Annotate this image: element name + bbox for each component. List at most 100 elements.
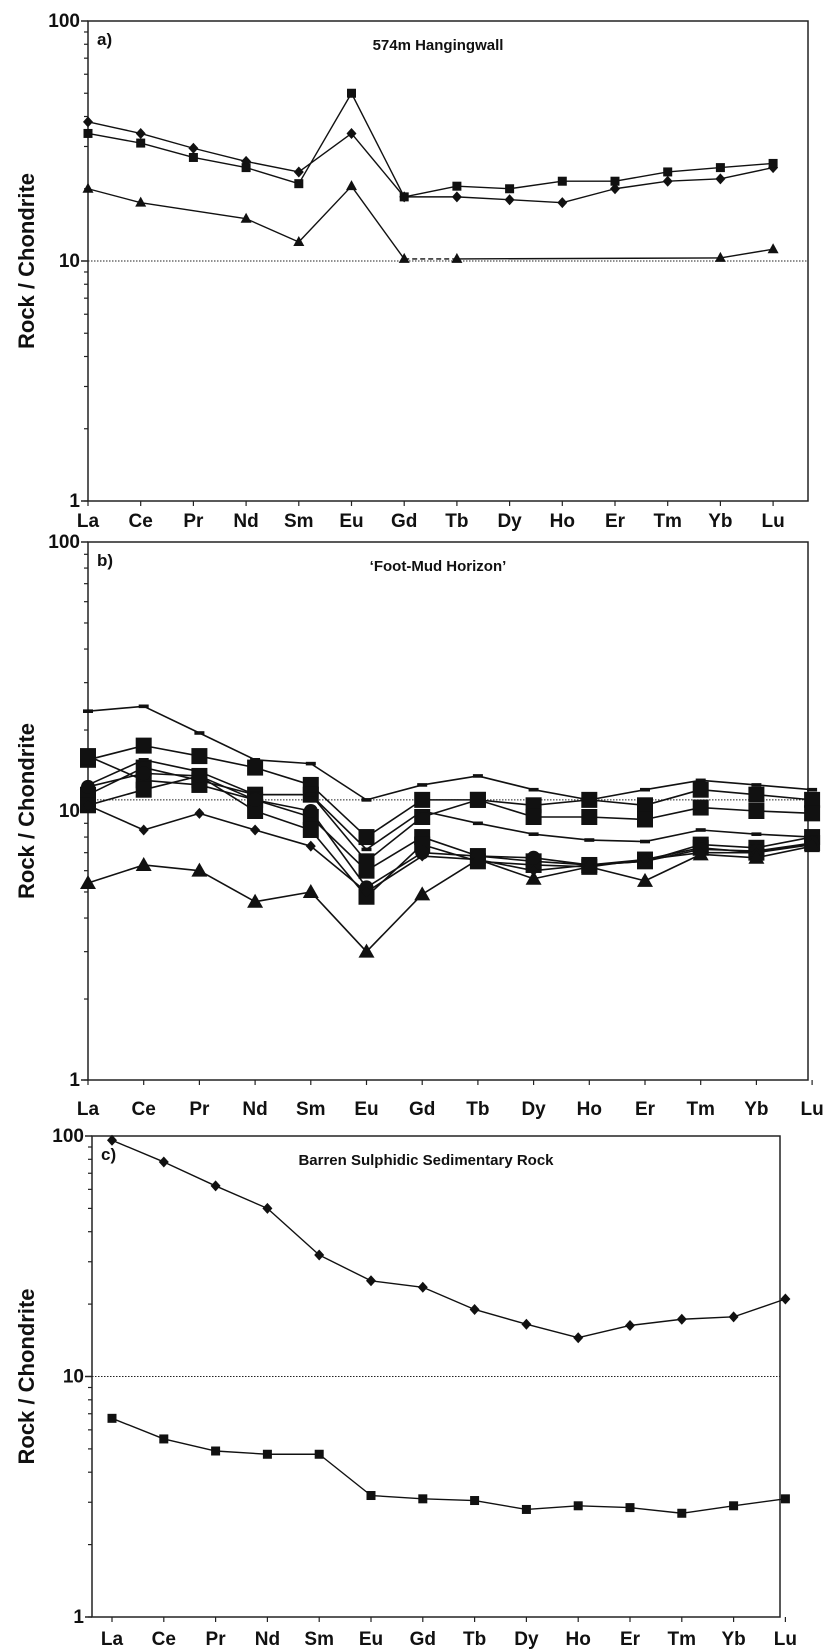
- x-tick-label: Er: [605, 511, 626, 532]
- series-line-segment: [310, 810, 368, 888]
- series-line-segment: [629, 1506, 682, 1514]
- series-line-segment: [629, 1318, 682, 1327]
- series-4: [80, 748, 821, 879]
- series-line-segment: [365, 893, 423, 953]
- data-point-Ho: [573, 1501, 583, 1511]
- series-6: [83, 758, 818, 852]
- series-line-segment: [143, 744, 200, 757]
- series-line-segment: [578, 1324, 631, 1339]
- series-line-segment: [198, 775, 256, 812]
- series-line-segment: [720, 248, 774, 259]
- series-line-segment: [422, 810, 479, 825]
- series-line-segment: [667, 166, 721, 173]
- series-2: [80, 737, 821, 846]
- data-point-La: [107, 1134, 117, 1146]
- data-point-Nd: [241, 163, 251, 173]
- data-point-Tm: [663, 167, 673, 177]
- data-point-Ce: [135, 856, 152, 871]
- data-point-Dy: [525, 808, 542, 825]
- series-line-segment: [366, 816, 423, 862]
- x-tick-label: Lu: [774, 1629, 797, 1650]
- series-line-segment: [756, 833, 813, 838]
- series-line-segment: [87, 759, 145, 786]
- data-point-Dy: [526, 850, 541, 865]
- data-point-Pr: [194, 731, 205, 735]
- data-point-Ce: [135, 196, 147, 207]
- series-line-segment: [143, 864, 200, 872]
- series-1: [83, 116, 779, 209]
- x-tick-label: Eu: [354, 1099, 378, 1120]
- series-line-segment: [700, 843, 757, 849]
- series-line-segment: [756, 842, 813, 852]
- x-tick-label: Yb: [708, 511, 732, 532]
- series-line-segment: [298, 92, 353, 185]
- x-tick-label: Tm: [668, 1629, 697, 1650]
- series-line-segment: [526, 1505, 579, 1511]
- data-point-Nd: [247, 759, 264, 776]
- data-point-Eu: [358, 829, 375, 846]
- series-line-segment: [163, 1438, 216, 1452]
- series-line-segment: [422, 851, 478, 857]
- data-point-Ho: [573, 1332, 584, 1344]
- series-line-segment: [456, 196, 510, 201]
- series-line-segment: [254, 799, 312, 818]
- x-tick-label: Pr: [183, 511, 204, 532]
- x-tick-label: Pr: [206, 1629, 227, 1650]
- series-line-segment: [644, 853, 702, 882]
- data-point-Eu: [347, 88, 356, 98]
- data-point-Lu: [780, 1293, 791, 1305]
- data-point-Tb: [472, 774, 483, 778]
- series-line-segment: [404, 185, 458, 198]
- data-point-Pr: [192, 768, 207, 783]
- x-tick-label: Sm: [304, 1629, 334, 1650]
- x-tick-label: Yb: [744, 1099, 768, 1120]
- data-point-Pr: [191, 862, 208, 877]
- chart-panel-2: 1 10 100 La Ce Pr Nd Sm Eu Gd Tb Dy Ho Er Tm Yb Lu Rock /…: [14, 532, 824, 1120]
- series-line-segment: [366, 810, 423, 851]
- series-line-segment: [87, 705, 144, 712]
- series-line-segment: [421, 799, 479, 818]
- series-line-segment: [87, 804, 145, 831]
- series-line-segment: [254, 829, 312, 847]
- series-line-segment: [370, 1494, 423, 1500]
- data-point-Nd: [262, 1202, 273, 1214]
- data-point-La: [107, 1413, 117, 1423]
- data-point-Yb: [748, 786, 765, 803]
- series-line-segment: [254, 766, 312, 786]
- panel-label: a): [97, 30, 112, 49]
- series-line-segment: [255, 759, 311, 765]
- y-tick-label: 1: [73, 1607, 84, 1628]
- x-tick-label: Ho: [550, 511, 575, 532]
- series-3: [82, 180, 779, 263]
- data-point-Tb: [469, 791, 486, 808]
- series-line-segment: [474, 1499, 527, 1511]
- series-line-segment: [199, 775, 256, 801]
- data-point-Ce: [138, 758, 149, 762]
- chart-panel-3: 1 10 100 La Ce Pr Nd Sm Eu Gd Tb Dy Ho Er Tm Yb Lu Rock /…: [14, 1126, 797, 1650]
- series-line-segment: [87, 772, 144, 788]
- data-point-Ce: [159, 1434, 169, 1444]
- data-point-Nd: [247, 893, 264, 908]
- data-point-Tb: [472, 821, 483, 826]
- series-line-segment: [366, 799, 423, 838]
- data-point-Tb: [452, 181, 462, 191]
- data-point-La: [81, 779, 95, 794]
- data-point-Eu: [361, 886, 372, 898]
- data-point-Eu: [358, 862, 375, 879]
- y-tick-label: 100: [48, 11, 80, 32]
- series-line-segment: [681, 1505, 734, 1514]
- series-line-segment: [533, 799, 590, 807]
- x-tick-label: Ce: [132, 1099, 156, 1120]
- series-line-segment: [681, 1316, 734, 1320]
- series-5: [80, 767, 821, 905]
- data-point-Tm: [692, 799, 709, 816]
- series-line-segment: [700, 829, 757, 835]
- data-point-Gd: [417, 783, 428, 787]
- series-line-segment: [140, 142, 194, 159]
- series-line-segment: [533, 833, 590, 841]
- x-tick-label: Sm: [284, 511, 314, 532]
- x-tick-label: Gd: [410, 1629, 436, 1650]
- x-tick-label: Tb: [466, 1099, 489, 1120]
- panel-title: ‘Foot-Mud Horizon’: [370, 558, 507, 575]
- data-point-Yb: [729, 1501, 739, 1511]
